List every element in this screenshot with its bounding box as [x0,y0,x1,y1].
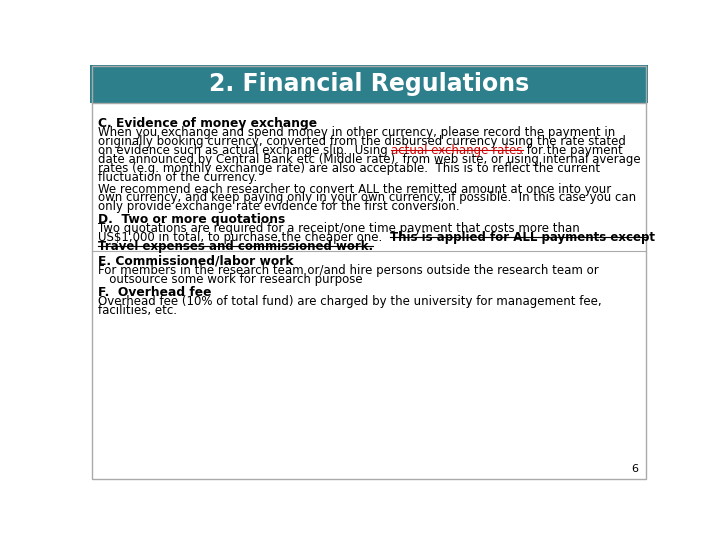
Text: for the payment: for the payment [523,144,623,157]
Text: 6: 6 [631,464,639,475]
Text: We recommend each researcher to convert ALL the remitted amount at once into you: We recommend each researcher to convert … [98,183,611,195]
Text: originally booking currency, converted from the disbursed currency using the rat: originally booking currency, converted f… [98,135,626,148]
Text: Travel expenses and commissioned work.: Travel expenses and commissioned work. [98,240,373,253]
Text: E. Commissioned/labor work: E. Commissioned/labor work [98,255,293,268]
Text: US$1,000 in total, to purchase the cheaper one.: US$1,000 in total, to purchase the cheap… [98,231,390,244]
Text: C. Evidence of money exchange: C. Evidence of money exchange [98,117,317,130]
Text: actual exchange rates: actual exchange rates [391,144,523,157]
Text: Two quotations are required for a receipt/one time payment that costs more than: Two quotations are required for a receip… [98,222,580,235]
Text: on evidence such as actual exchange slip.  Using: on evidence such as actual exchange slip… [98,144,391,157]
Text: F.  Overhead fee: F. Overhead fee [98,286,211,299]
Text: date announced by Central Bank etc (Middle rate). from web site, or using intern: date announced by Central Bank etc (Midd… [98,153,640,166]
Text: only provide exchange rate evidence for the first conversion.: only provide exchange rate evidence for … [98,200,459,213]
Text: D.  Two or more quotations: D. Two or more quotations [98,213,285,226]
Text: This is applied for ALL payments except: This is applied for ALL payments except [390,231,654,244]
Text: rates (e.g. monthly exchange rate) are also acceptable.  This is to reflect the : rates (e.g. monthly exchange rate) are a… [98,162,600,175]
Text: fluctuation of the currency.: fluctuation of the currency. [98,171,257,184]
Text: facilities, etc.: facilities, etc. [98,304,176,317]
Text: own currency, and keep paying only in your own currency, if possible.  In this c: own currency, and keep paying only in yo… [98,192,636,205]
Text: 2. Financial Regulations: 2. Financial Regulations [209,72,529,96]
FancyBboxPatch shape [90,65,648,103]
Text: When you exchange and spend money in other currency, please record the payment i: When you exchange and spend money in oth… [98,126,615,139]
Text: outsource some work for research purpose: outsource some work for research purpose [98,273,362,286]
Text: Overhead fee (10% of total fund) are charged by the university for management fe: Overhead fee (10% of total fund) are cha… [98,295,601,308]
Text: For members in the research team or/and hire persons outside the research team o: For members in the research team or/and … [98,264,598,277]
